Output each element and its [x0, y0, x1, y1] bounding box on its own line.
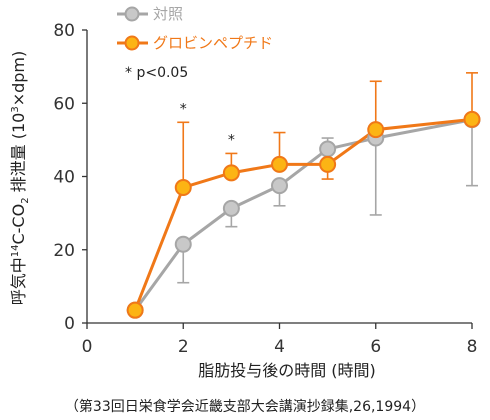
- significance-asterisk: *: [228, 132, 235, 148]
- y-axis-title-sub: 2: [20, 197, 31, 203]
- x-axis-title: 脂肪投与後の時間 (時間): [198, 361, 376, 380]
- x-tick-label: 4: [274, 337, 285, 357]
- y-axis-title: 呼気中14C-CO2 排泄量 (103×dpm): [9, 51, 31, 306]
- data-point-series-1: [271, 155, 288, 173]
- series-lines: [133, 117, 473, 312]
- x-tick-label: 8: [467, 337, 478, 357]
- data-point-series-0: [174, 235, 192, 253]
- significance-markers: **: [180, 101, 235, 148]
- data-point-series-1: [319, 155, 337, 173]
- legend: 対照 グロビンペプチド * p<0.05: [117, 5, 273, 81]
- significance-asterisk: *: [180, 101, 187, 117]
- x-tick-label: 2: [178, 337, 189, 357]
- data-point-series-0: [271, 177, 288, 195]
- error-bars: [177, 72, 478, 284]
- data-point-series-1: [126, 301, 144, 319]
- y-axis-title-end: ×dpm): [9, 51, 28, 107]
- x-tick-label: 6: [370, 337, 381, 357]
- source-note: （第33回日栄食学会近畿支部大会講演抄録集,26,1994）: [64, 399, 426, 415]
- y-axis-title-sup1: 14: [10, 245, 21, 258]
- y-tick-label: 0: [64, 314, 75, 334]
- y-axis-title-sup2: 3: [10, 106, 21, 112]
- y-axis-title-main: 呼気中: [9, 257, 28, 305]
- legend-marker-control: [124, 6, 140, 22]
- legend-label-control: 対照: [153, 5, 183, 23]
- series-line-0: [133, 118, 473, 312]
- significance-note: * p<0.05: [125, 65, 188, 81]
- legend-marker-globin-peptide: [124, 35, 140, 51]
- x-tick-label: 0: [82, 337, 93, 357]
- y-tick-label: 20: [53, 241, 75, 261]
- data-markers: [126, 110, 481, 319]
- y-axis-title-rest: 排泄量 (10: [9, 113, 28, 198]
- tick-labels: 0 20 40 60 80 0 2 4 6 8: [53, 21, 477, 357]
- data-point-series-1: [222, 164, 240, 182]
- y-tick-label: 60: [53, 94, 75, 114]
- y-tick-label: 80: [53, 21, 75, 41]
- data-point-series-1: [463, 110, 481, 128]
- data-point-series-1: [174, 178, 192, 196]
- data-point-series-0: [222, 199, 240, 217]
- axes: [82, 29, 473, 329]
- y-tick-label: 40: [53, 168, 75, 188]
- data-point-series-1: [367, 121, 385, 139]
- data-point-series-0: [319, 140, 337, 158]
- y-axis-title-co: C-CO: [9, 204, 28, 245]
- legend-label-globin-peptide: グロビンペプチド: [153, 34, 273, 52]
- series-line-1: [133, 117, 473, 311]
